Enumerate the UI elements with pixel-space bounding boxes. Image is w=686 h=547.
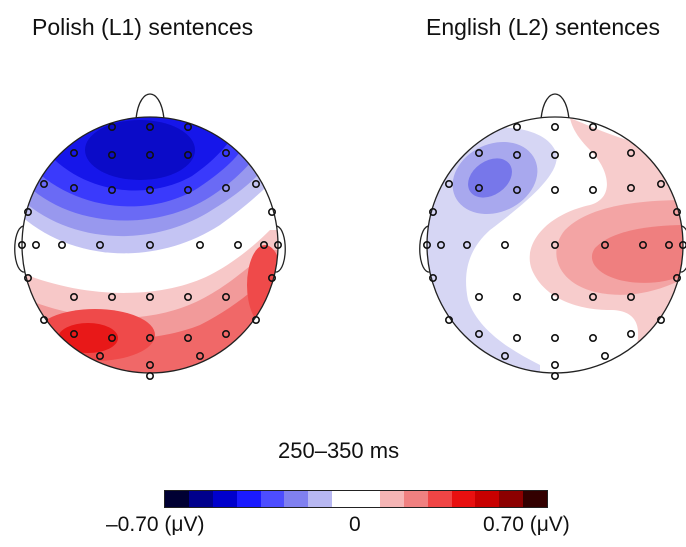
colorbar-segment [379,491,404,507]
ear-left-icon [14,225,28,273]
colorbar-segment [475,491,500,507]
head-map-polish [14,93,286,380]
ear-left-icon [419,225,433,273]
nose-icon [540,93,570,120]
electrodes-polish [17,123,282,380]
ear-right-icon [677,225,686,273]
colorbar-zero-label: 0 [349,513,361,536]
time-window-label: 250–350 ms [278,438,400,463]
colorbar-segment [260,491,285,507]
colorbar-segment [332,491,356,507]
colorbar-segment [212,491,237,507]
nose-icon [135,93,165,120]
colorbar-min-label: –0.70 (μV) [106,513,205,536]
colorbar-segment [284,491,309,507]
colorbar-segment [523,491,547,507]
colorbar-segment [165,491,189,507]
topography-english [427,117,683,373]
panel-title-english: English (L2) sentences [426,14,660,40]
colorbar-max-label: 0.70 (μV) [483,513,570,536]
colorbar-segment [403,491,428,507]
panel-title-polish: Polish (L1) sentences [32,14,254,40]
colorbar-segment [188,491,213,507]
electrodes-english [422,123,686,380]
head-map-english [419,93,686,380]
colorbar-segment [499,491,524,507]
ear-right-icon [272,225,286,273]
colorbar-segment [236,491,261,507]
colorbar-segment [451,491,476,507]
colorbar [164,490,548,508]
colorbar-segment [356,491,380,507]
topography-polish [22,117,278,373]
colorbar-segment [308,491,333,507]
colorbar-segment [427,491,452,507]
